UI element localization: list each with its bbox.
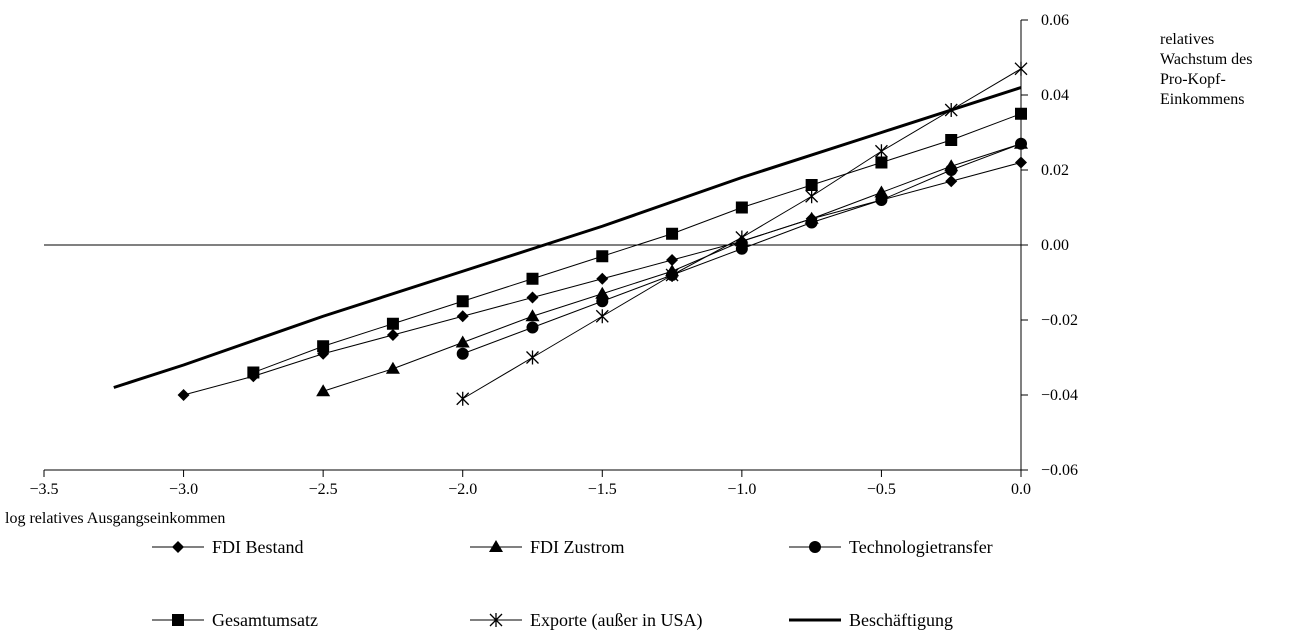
data-point (1015, 137, 1027, 150)
data-point (596, 295, 609, 308)
legend-label: Gesamtumsatz (212, 610, 318, 630)
legend-marker (489, 540, 503, 552)
x-tick-label: −2.0 (448, 481, 477, 498)
data-point (735, 201, 748, 214)
data-point (247, 366, 260, 379)
data-point (316, 384, 331, 397)
x-tick-label: −3.5 (29, 481, 58, 498)
data-point (1015, 107, 1027, 120)
series-line (113, 86, 1022, 389)
legend-item-4: Exporte (außer in USA) (470, 610, 702, 631)
data-point (665, 268, 679, 282)
y-tick-label: 0.06 (1041, 12, 1069, 29)
series-4 (456, 61, 1028, 406)
legend-item-0: FDI Bestand (152, 537, 304, 557)
series-2 (456, 137, 1027, 360)
legend-item-3: Gesamtumsatz (152, 610, 318, 630)
legend-marker (809, 541, 821, 553)
data-point (596, 272, 609, 285)
x-axis-title: log relatives Ausgangseinkommen (5, 510, 225, 527)
legend-marker (172, 614, 184, 626)
y-tick-label: −0.02 (1041, 312, 1078, 329)
legend-label: Exporte (außer in USA) (530, 610, 702, 631)
data-point (526, 291, 539, 304)
legend-item-1: FDI Zustrom (470, 537, 625, 557)
legend: FDI Bestand FDI Zustrom Technologietransfe… (152, 537, 993, 631)
data-point (456, 295, 469, 308)
data-point (874, 185, 889, 198)
data-point (805, 189, 819, 204)
data-point (595, 309, 609, 324)
data-point (1015, 156, 1027, 169)
x-tick-label: 0.0 (1011, 481, 1031, 498)
data-point (526, 350, 539, 365)
data-point (735, 230, 749, 245)
data-point (456, 347, 469, 360)
x-tick-label: −2.5 (309, 481, 338, 498)
series-0 (177, 156, 1027, 401)
data-point (526, 272, 539, 285)
series-1 (316, 136, 1028, 397)
series-line (253, 113, 1022, 373)
series-group (113, 61, 1028, 406)
data-point (595, 286, 610, 299)
data-point (805, 216, 818, 229)
data-point (875, 156, 888, 169)
y-axis-title-line: relatives (1160, 31, 1214, 48)
data-point (875, 194, 888, 206)
legend-label: Beschäftigung (849, 610, 953, 630)
data-point (177, 389, 190, 401)
x-tick-label: −3.0 (169, 481, 198, 498)
data-point (386, 329, 399, 341)
data-point (666, 254, 679, 266)
series-5 (113, 86, 1022, 389)
x-tick-label: −1.0 (727, 481, 756, 498)
y-tick-label: −0.04 (1041, 387, 1078, 404)
legend-item-5: Beschäftigung (789, 610, 953, 630)
data-point (455, 335, 470, 348)
data-point (735, 242, 748, 255)
data-point (945, 164, 958, 176)
legend-marker (489, 613, 503, 627)
data-point (456, 310, 469, 323)
y-tick-label: 0.04 (1041, 87, 1069, 104)
y-tick-label: 0.00 (1041, 237, 1069, 254)
x-tick-label: −0.5 (867, 481, 896, 498)
data-point (596, 250, 609, 263)
data-point (666, 227, 679, 240)
y-tick-label: −0.06 (1041, 462, 1078, 479)
legend-label: FDI Zustrom (530, 537, 625, 557)
data-point (386, 317, 399, 330)
y-tick-label: 0.02 (1041, 162, 1069, 179)
data-point (874, 144, 888, 159)
y-axis-title-line: Wachstum des (1160, 51, 1252, 68)
data-point (805, 179, 818, 191)
data-point (526, 321, 539, 334)
data-point (385, 361, 400, 374)
data-point (1014, 61, 1028, 76)
y-axis-title-line: Einkommens (1160, 91, 1244, 108)
legend-item-2: Technologietransfer (789, 537, 993, 557)
data-point (525, 309, 540, 322)
legend-marker (172, 541, 184, 553)
axes: −3.5 −3.0 −2.5 −2.0 −1.5 −1.0 −0.5 0.0 0.06 0.04 0… (5, 12, 1252, 527)
y-axis-title-line: Pro-Kopf- (1160, 71, 1226, 88)
legend-label: FDI Bestand (212, 537, 304, 557)
data-point (945, 134, 958, 146)
data-point (456, 391, 470, 406)
data-point (945, 175, 958, 188)
series-3 (247, 107, 1027, 379)
data-point (317, 340, 330, 353)
x-tick-label: −1.5 (588, 481, 617, 498)
legend-label: Technologietransfer (849, 537, 993, 557)
